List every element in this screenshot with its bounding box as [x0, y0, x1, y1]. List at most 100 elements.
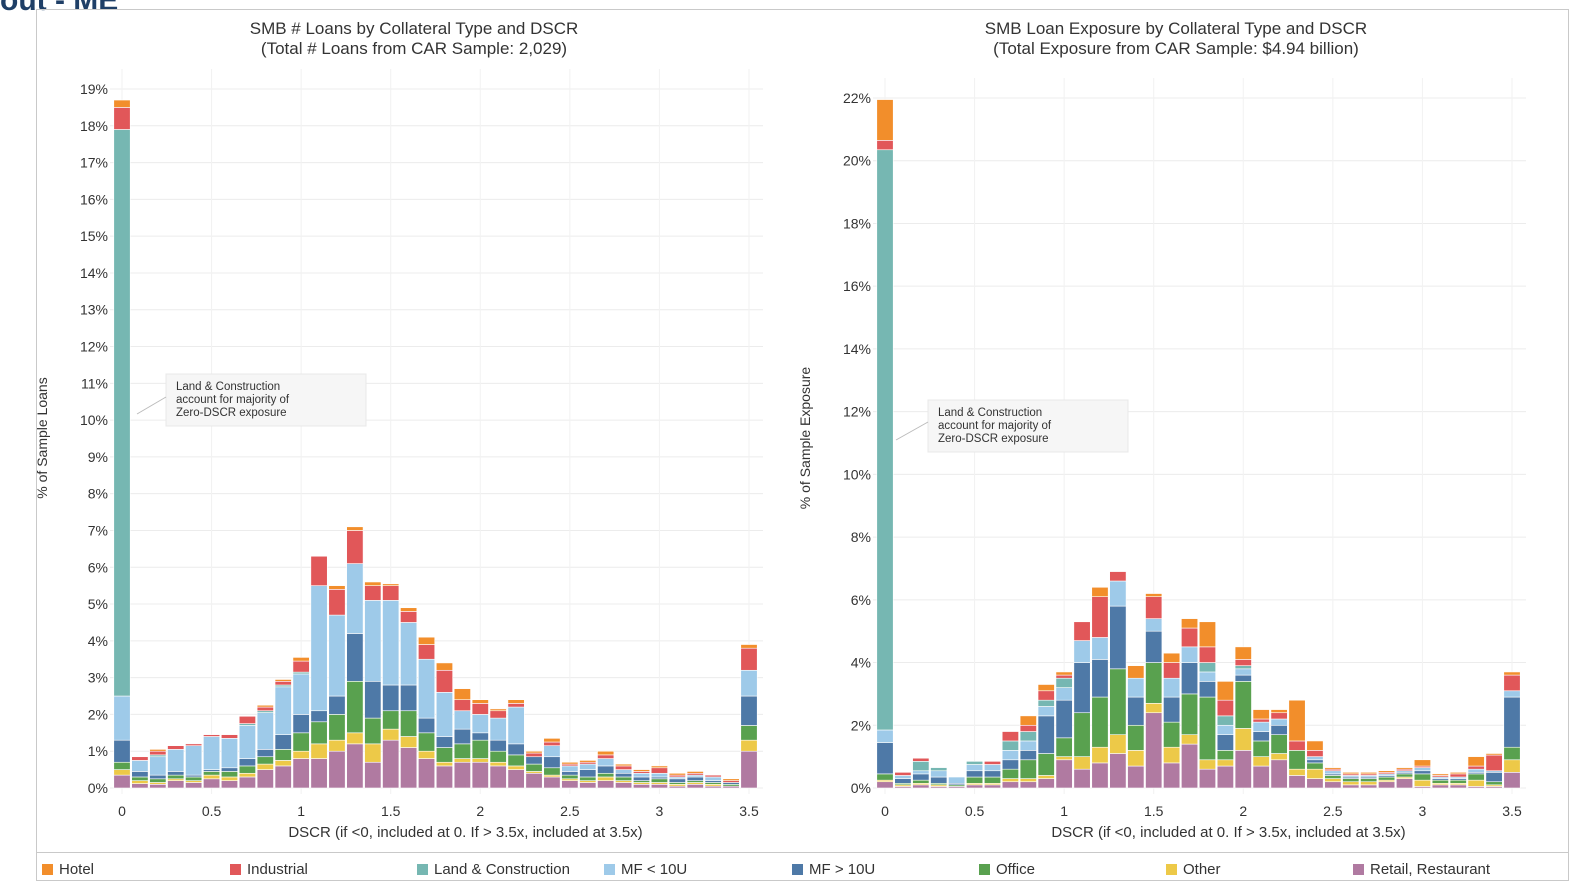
- bar-segment: [435, 736, 453, 748]
- bar-segment: [220, 780, 238, 789]
- bar-segment: [1234, 674, 1252, 682]
- bar-segment: [1073, 640, 1091, 663]
- bar-segment: [597, 765, 615, 774]
- annotation-pointer: [895, 421, 929, 441]
- mf-over-10u-swatch: [792, 864, 803, 875]
- bar-segment: [912, 770, 930, 775]
- x-tick-label: 0: [118, 803, 126, 819]
- bar-segment: [1413, 759, 1431, 767]
- bar-segment: [615, 763, 633, 767]
- bar-segment: [650, 772, 668, 778]
- y-tick-label: 4%: [88, 633, 108, 649]
- bar-segment: [1467, 773, 1485, 781]
- bar-segment: [185, 782, 203, 789]
- bar-segment: [1198, 681, 1216, 698]
- bar-segment: [930, 770, 948, 778]
- bar-segment: [876, 149, 894, 731]
- bar-segment: [1145, 596, 1163, 619]
- bar-segment: [1019, 778, 1037, 783]
- bar-segment: [1396, 767, 1414, 770]
- bar-segment: [185, 745, 203, 776]
- bar-segment: [400, 607, 418, 612]
- y-tick-label: 8%: [851, 529, 871, 545]
- annotation-box: [927, 399, 1129, 453]
- bar-segment: [1198, 768, 1216, 789]
- bar-segment: [149, 750, 167, 756]
- bar-segment: [113, 107, 131, 130]
- y-tick-label: 0%: [88, 780, 108, 796]
- bar-segment: [1019, 731, 1037, 742]
- bar-segment: [1485, 772, 1503, 783]
- x-axis-label: DSCR (if <0, included at 0. If > 3.5x, i…: [1051, 824, 1405, 841]
- bar-segment: [1216, 681, 1234, 701]
- bar-segment: [507, 769, 525, 789]
- bar-segment: [912, 757, 930, 762]
- bar-segment: [489, 739, 507, 752]
- bar-segment: [1055, 759, 1073, 789]
- bar-segment: [203, 736, 221, 770]
- bar-segment: [471, 714, 489, 734]
- bar-segment: [1306, 778, 1324, 789]
- legend-label: Land & Construction: [434, 861, 570, 878]
- bar-segment: [1198, 646, 1216, 663]
- bar-segment: [561, 765, 579, 772]
- bar-segment: [876, 773, 894, 781]
- bar-segment: [382, 728, 400, 741]
- bar-segment: [1288, 750, 1306, 770]
- bar-segment: [328, 614, 346, 697]
- bar-segment: [1091, 586, 1109, 597]
- bar-segment: [1163, 721, 1181, 748]
- bar-segment: [1431, 779, 1449, 784]
- bar-segment: [1163, 762, 1181, 789]
- bar-segment: [966, 776, 984, 784]
- chart-title: SMB # Loans by Collateral Type and DSCR: [250, 19, 579, 38]
- x-tick-label: 1.5: [381, 803, 401, 819]
- bar-segment: [400, 710, 418, 737]
- bar-segment: [310, 743, 328, 759]
- bar-segment: [894, 775, 912, 779]
- bar-segment: [543, 767, 561, 776]
- bar-segment: [579, 782, 597, 789]
- y-tick-label: 13%: [80, 302, 108, 318]
- bar-segment: [1001, 740, 1019, 751]
- bar-segment: [1127, 750, 1145, 767]
- bar-segment: [364, 761, 382, 789]
- bar-segment: [1055, 737, 1073, 757]
- bar-segment: [1001, 768, 1019, 779]
- bar-segment: [543, 738, 561, 743]
- bar-segment: [220, 738, 238, 769]
- bar-segment: [1467, 779, 1485, 787]
- bar-segment: [704, 776, 722, 781]
- y-tick-label: 1%: [88, 743, 108, 759]
- bar-segment: [966, 770, 984, 778]
- bar-segment: [543, 756, 561, 769]
- bar-segment: [1252, 721, 1270, 732]
- bar-segment: [453, 688, 471, 701]
- bar-segment: [489, 717, 507, 741]
- y-tick-label: 14%: [80, 265, 108, 281]
- bar-segment: [1145, 618, 1163, 632]
- bar-segment: [382, 600, 400, 686]
- bar-segment: [1145, 630, 1163, 663]
- bar-segment: [1413, 770, 1431, 775]
- bar-segment: [310, 710, 328, 723]
- bar-segment: [597, 776, 615, 781]
- bar-segment: [1306, 759, 1324, 764]
- y-tick-label: 18%: [843, 215, 871, 231]
- bar-segment: [400, 684, 418, 712]
- bar-segment: [740, 644, 758, 649]
- bar-segment: [418, 658, 436, 719]
- land-construction-swatch: [417, 864, 428, 875]
- bar-segment: [1145, 662, 1163, 704]
- chart-frame: [36, 9, 1569, 881]
- bar-segment: [113, 99, 131, 108]
- legend-item-mf-under-10u: MF < 10U: [604, 861, 687, 878]
- bar-segment: [113, 739, 131, 763]
- bar-segment: [310, 758, 328, 789]
- annotation-box: [165, 373, 367, 427]
- bar-segment: [615, 776, 633, 781]
- y-tick-label: 2%: [851, 717, 871, 733]
- bar-segment: [149, 778, 167, 783]
- bar-segment: [1252, 709, 1270, 720]
- bar-segment: [1413, 767, 1431, 772]
